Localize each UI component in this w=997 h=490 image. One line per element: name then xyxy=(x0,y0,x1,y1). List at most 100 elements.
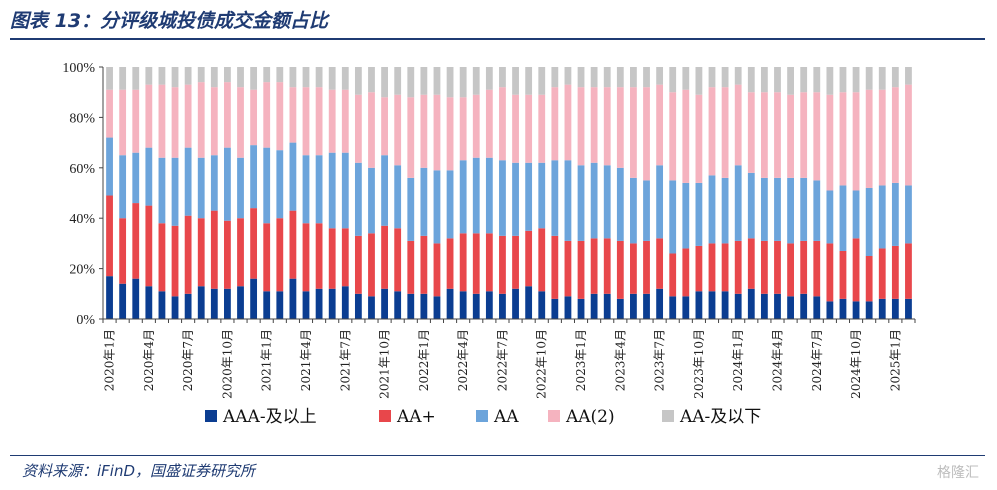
bar-2021-02-s1 xyxy=(276,218,284,292)
bar-2021-08-s2 xyxy=(354,162,362,236)
bar-2020-08-s0 xyxy=(197,286,205,319)
bar-2023-02-s4 xyxy=(590,67,598,88)
bar-2022-05-s4 xyxy=(472,67,480,95)
bar-2022-12-s3 xyxy=(564,84,572,161)
bar-2020-05-s0 xyxy=(158,291,166,319)
bar-2022-06-s2 xyxy=(485,157,493,234)
bar-2021-06-s4 xyxy=(328,67,336,90)
bar-2020-11-s1 xyxy=(237,218,244,287)
bar-2023-02-s3 xyxy=(590,87,598,163)
y-tick-label: 60% xyxy=(69,162,95,177)
bar-2023-05-s0 xyxy=(630,293,637,319)
bar-2024-09-s2 xyxy=(839,185,847,251)
title-rule xyxy=(10,38,985,40)
bar-2024-08-s0 xyxy=(826,301,834,319)
bar-2023-04-s0 xyxy=(616,298,624,319)
bar-2021-12-s3 xyxy=(407,97,415,178)
legend-swatch-0 xyxy=(205,410,217,422)
bar-2023-12-s2 xyxy=(721,177,729,244)
bar-2022-07-s2 xyxy=(499,160,506,236)
bar-2023-01-s4 xyxy=(577,67,585,88)
bar-2022-04-s0 xyxy=(459,291,467,319)
bar-2022-03-s2 xyxy=(446,170,454,239)
bar-2024-09-s0 xyxy=(839,298,847,319)
bar-2024-01-s1 xyxy=(734,240,742,294)
bar-2024-02-s1 xyxy=(747,238,755,289)
bar-2020-08-s1 xyxy=(197,218,205,287)
bars-layer xyxy=(106,67,912,319)
bar-2024-04-s1 xyxy=(774,240,781,294)
bar-2022-11-s1 xyxy=(551,235,559,299)
bar-2022-08-s3 xyxy=(512,94,519,163)
bar-2021-12-s1 xyxy=(407,240,415,294)
bar-2023-09-s0 xyxy=(682,296,690,319)
bar-2023-12-s0 xyxy=(721,291,729,319)
bar-2020-01-s1 xyxy=(106,195,113,277)
x-tick-label: 2024年7月 xyxy=(810,329,824,391)
bar-2020-05-s2 xyxy=(158,157,166,224)
bar-2024-11-s0 xyxy=(865,301,873,319)
bar-2020-01-s0 xyxy=(106,276,113,319)
source-note: 资料来源：iFinD，国盛证券研究所 xyxy=(22,462,256,480)
bar-2023-05-s2 xyxy=(630,177,637,244)
bar-2020-04-s2 xyxy=(145,147,153,206)
bar-2022-05-s2 xyxy=(472,157,480,234)
bar-2022-07-s4 xyxy=(499,67,506,88)
bar-2020-05-s3 xyxy=(158,84,166,158)
legend-label-0: AAA-及以上 xyxy=(222,407,317,427)
bar-2025-02-s3 xyxy=(905,84,912,186)
bar-2021-01-s4 xyxy=(263,67,271,83)
bar-2020-12-s3 xyxy=(250,89,258,146)
bar-2024-04-s0 xyxy=(774,293,781,319)
bar-2020-11-s2 xyxy=(237,157,244,219)
bar-2022-03-s3 xyxy=(446,97,454,171)
x-tick-label: 2021年7月 xyxy=(338,329,352,391)
bar-2022-09-s0 xyxy=(525,286,533,319)
x-tick-label: 2020年7月 xyxy=(181,329,195,391)
bar-2021-11-s3 xyxy=(394,94,402,166)
bar-2021-02-s3 xyxy=(276,82,284,151)
bar-2024-03-s0 xyxy=(760,293,768,319)
bar-2021-09-s1 xyxy=(368,233,375,297)
bar-2021-09-s3 xyxy=(368,92,375,168)
bar-2024-06-s3 xyxy=(800,92,808,178)
bar-2024-06-s2 xyxy=(800,177,808,241)
x-tick-label: 2024年1月 xyxy=(731,329,745,391)
bar-2020-02-s0 xyxy=(119,283,127,319)
bar-2021-08-s1 xyxy=(354,235,362,294)
bar-2021-06-s1 xyxy=(328,228,336,289)
bar-2021-04-s4 xyxy=(302,67,310,88)
bar-2022-10-s1 xyxy=(538,228,546,292)
bar-2021-05-s1 xyxy=(315,223,323,289)
bar-2023-03-s2 xyxy=(603,165,611,239)
bar-2022-11-s0 xyxy=(551,298,559,319)
bar-2022-01-s4 xyxy=(420,67,428,95)
bar-2021-02-s2 xyxy=(276,150,284,219)
bar-2023-08-s2 xyxy=(669,180,677,254)
bar-2023-01-s3 xyxy=(577,87,585,166)
bar-2023-07-s1 xyxy=(656,238,664,289)
bar-2023-10-s3 xyxy=(695,94,703,183)
bar-2020-12-s0 xyxy=(250,278,258,319)
bar-2021-12-s4 xyxy=(407,67,415,98)
bar-2022-08-s1 xyxy=(512,235,519,289)
bar-2021-04-s0 xyxy=(302,291,310,319)
bar-2023-10-s0 xyxy=(695,291,703,319)
bar-2020-12-s2 xyxy=(250,145,258,209)
bar-2021-07-s2 xyxy=(341,152,349,229)
bar-2022-07-s0 xyxy=(499,293,506,319)
bar-2020-02-s1 xyxy=(119,218,127,284)
bar-2024-12-s0 xyxy=(878,298,886,319)
bar-2024-10-s1 xyxy=(852,238,860,302)
bar-2020-09-s2 xyxy=(210,155,218,211)
bar-2021-04-s2 xyxy=(302,155,310,224)
bar-2020-07-s3 xyxy=(184,84,192,148)
legend-swatch-3 xyxy=(548,410,560,422)
bar-2022-10-s0 xyxy=(538,291,546,319)
stacked-bar-chart: 0% 20% 40% 60% 80% 100% 2020年1月 2020年4月 2020年7月 2… xyxy=(62,61,916,427)
bar-2021-01-s0 xyxy=(263,291,271,319)
bar-2022-05-s1 xyxy=(472,233,480,294)
bar-2023-06-s4 xyxy=(643,67,650,88)
bar-2022-12-s2 xyxy=(564,160,572,241)
bar-2020-09-s3 xyxy=(210,87,218,156)
